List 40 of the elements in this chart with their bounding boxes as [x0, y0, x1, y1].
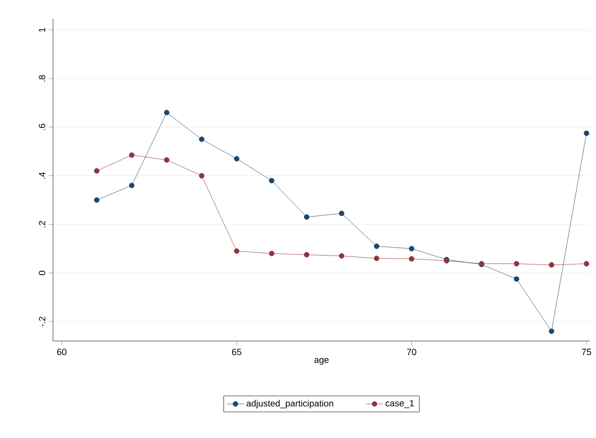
point [234, 156, 240, 162]
point [198, 173, 204, 178]
point [338, 253, 344, 259]
point [129, 152, 134, 158]
point [129, 182, 134, 188]
point [198, 136, 204, 142]
point [94, 168, 100, 174]
point [548, 262, 554, 268]
x-tick-label: 70 [407, 348, 416, 356]
y-tick-label: .6 [38, 124, 46, 130]
y-tick-label: 0 [38, 270, 46, 276]
y-tick-label: -.2 [38, 316, 46, 326]
point [234, 248, 240, 254]
point [338, 210, 344, 216]
point [304, 252, 310, 258]
y-tick-label: .4 [39, 172, 46, 179]
point [374, 256, 380, 262]
point [304, 214, 310, 220]
point [94, 197, 100, 203]
point [584, 261, 590, 266]
point [408, 256, 414, 262]
point [268, 178, 274, 184]
point [164, 110, 170, 116]
legend-label: adjusted_participation [246, 400, 334, 408]
legend-label: case_1 [386, 400, 414, 408]
x-tick-label: 60 [57, 348, 66, 356]
point [548, 328, 554, 334]
x-tick-label: 75 [582, 348, 592, 356]
point [514, 276, 520, 282]
x-tick-label: 65 [232, 348, 242, 356]
y-tick-label: .2 [38, 221, 46, 228]
point [164, 157, 170, 163]
point [408, 246, 414, 252]
y-tick-label: 1 [39, 28, 46, 32]
y-tick-label: .8 [38, 75, 46, 82]
point [374, 244, 380, 249]
point [584, 130, 590, 136]
point [514, 261, 520, 266]
x-axis-title: age [314, 358, 329, 365]
point [268, 250, 274, 256]
